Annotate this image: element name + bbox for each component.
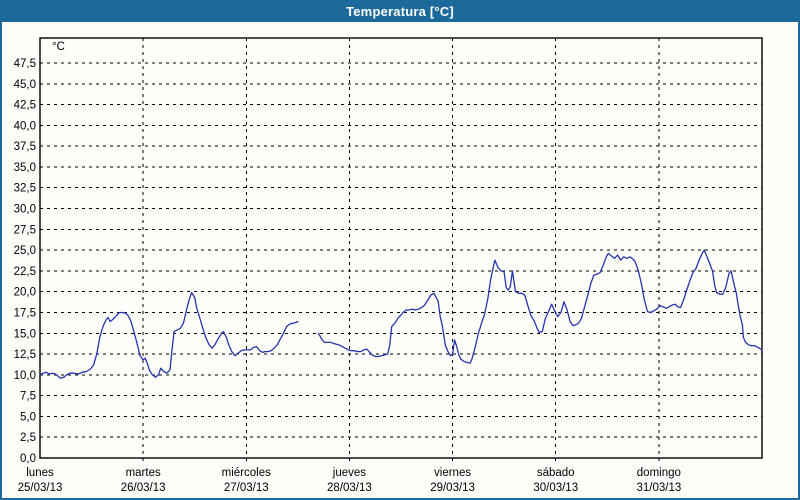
y-tick-label: 5,0: [20, 411, 36, 423]
y-tick-label: 2,5: [20, 432, 36, 444]
x-day-label: jueves: [332, 467, 366, 479]
y-tick-label: 45,0: [14, 79, 36, 91]
y-tick-label: 17,5: [14, 307, 36, 319]
y-tick-label: 47,5: [14, 58, 36, 70]
x-date-label: 25/03/13: [18, 482, 63, 494]
x-day-label: domingo: [637, 467, 681, 479]
x-date-label: 27/03/13: [224, 482, 269, 494]
y-tick-label: 12,5: [14, 349, 36, 361]
y-tick-label: 35,0: [14, 162, 36, 174]
y-tick-label: 10,0: [14, 370, 36, 382]
x-date-label: 26/03/13: [121, 482, 166, 494]
x-day-label: martes: [126, 467, 161, 479]
x-date-label: 30/03/13: [533, 482, 578, 494]
x-day-label: lunes: [26, 467, 54, 479]
window-title: Temperatura [°C]: [346, 3, 454, 19]
x-date-label: 31/03/13: [636, 482, 681, 494]
y-tick-label: 25,0: [14, 245, 36, 257]
y-tick-label: 37,5: [14, 141, 36, 153]
temperature-line-segment: [39, 291, 299, 379]
y-tick-label: 22,5: [14, 266, 36, 278]
temperature-line-segment: [317, 249, 763, 364]
y-tick-label: 7,5: [20, 391, 36, 403]
temperature-series: [39, 249, 763, 379]
y-tick-label: 42,5: [14, 100, 36, 112]
y-tick-label: 20,0: [14, 287, 36, 299]
y-tick-label: 40,0: [14, 120, 36, 132]
title-bar: Temperatura [°C]: [2, 2, 798, 22]
x-axis-labels: lunes 25/03/13 martes 26/03/13 miércoles 27/0…: [18, 467, 682, 494]
x-date-label: 28/03/13: [327, 482, 372, 494]
grid-lines: [40, 38, 762, 464]
y-tick-label: 27,5: [14, 224, 36, 236]
y-tick-label: 0,0: [20, 453, 36, 465]
y-axis-unit-label: °C: [52, 41, 65, 53]
x-day-label: sábado: [537, 467, 575, 479]
y-axis-labels: 0,0 2,5 5,0 7,5 10,0 12,5 15,0 17,5 20,0 22,5 25,0…: [14, 41, 65, 465]
axes: [39, 37, 763, 459]
x-day-label: viernes: [434, 467, 471, 479]
x-date-label: 29/03/13: [430, 482, 475, 494]
y-tick-label: 15,0: [14, 328, 36, 340]
y-tick-label: 30,0: [14, 204, 36, 216]
x-day-label: miércoles: [222, 467, 271, 479]
y-tick-label: 32,5: [14, 183, 36, 195]
